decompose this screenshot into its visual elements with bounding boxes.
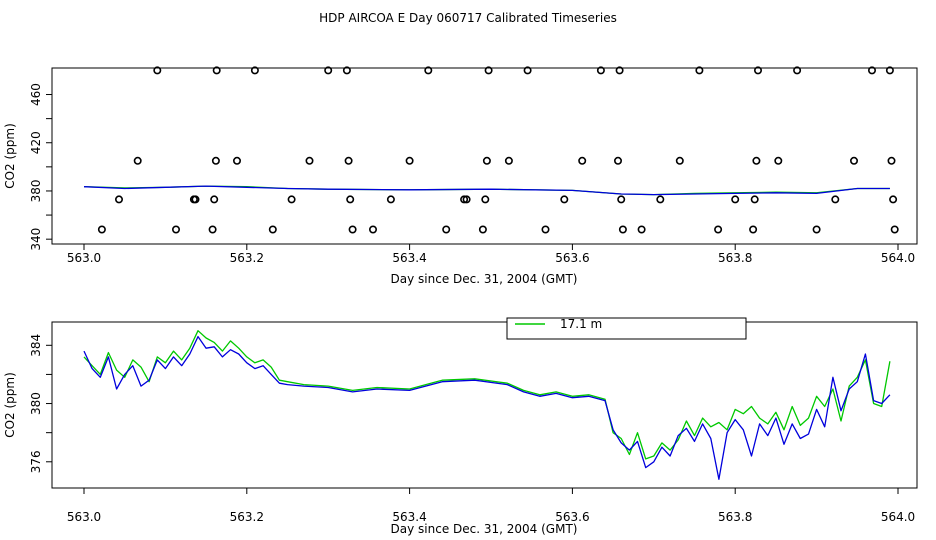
data-point — [890, 225, 899, 234]
x-tick-label: 563.0 — [67, 251, 101, 265]
panel-bottom: 563.0 563.2 563.4 563.6 563.8 564.0 376 380 384… — [3, 317, 918, 536]
series-line-1 — [83, 185, 890, 196]
plot-frame-top — [51, 67, 918, 245]
data-point — [484, 66, 493, 75]
data-point — [344, 156, 353, 165]
data-point — [478, 225, 487, 234]
legend-label: 17.1 m — [560, 317, 602, 331]
data-point — [482, 156, 491, 165]
data-point — [774, 156, 783, 165]
data-point — [208, 225, 217, 234]
data-point — [613, 156, 622, 165]
data-point — [386, 195, 395, 204]
plot-frame-bottom — [51, 321, 918, 489]
data-point — [578, 156, 587, 165]
data-point — [348, 225, 357, 234]
xlabel-bottom: Day since Dec. 31, 2004 (GMT) — [391, 522, 578, 536]
data-point — [849, 156, 858, 165]
data-point — [867, 66, 876, 75]
data-point — [210, 195, 219, 204]
x-tick-label: 563.4 — [392, 251, 426, 265]
x-tick-label: 563.8 — [718, 510, 752, 524]
x-tick-label: 563.0 — [67, 510, 101, 524]
data-point — [753, 66, 762, 75]
x-tick-label: 563.6 — [555, 510, 589, 524]
ylabel-bottom: CO2 (ppm) — [3, 372, 17, 438]
data-point — [637, 225, 646, 234]
data-point — [211, 156, 220, 165]
page-title: HDP AIRCOA E Day 060717 Calibrated Times… — [319, 11, 617, 25]
data-point — [424, 66, 433, 75]
data-point — [442, 225, 451, 234]
data-point — [191, 195, 200, 204]
data-point — [714, 225, 723, 234]
x-tick-label: 563.2 — [230, 251, 264, 265]
series-line-0 — [83, 330, 891, 460]
x-tick-label: 563.2 — [230, 510, 264, 524]
data-point — [752, 156, 761, 165]
y-tick-label: 340 — [29, 228, 43, 251]
data-point — [618, 225, 627, 234]
data-point — [887, 156, 896, 165]
legend-box — [506, 317, 747, 340]
x-tick-label: 563.8 — [718, 251, 752, 265]
data-point — [368, 225, 377, 234]
data-point — [889, 195, 898, 204]
x-tick-label: 564.0 — [881, 510, 915, 524]
data-point — [462, 195, 471, 204]
y-tick-label: 460 — [29, 83, 43, 106]
xlabel-top: Day since Dec. 31, 2004 (GMT) — [391, 272, 578, 286]
data-point — [656, 195, 665, 204]
data-point — [695, 66, 704, 75]
data-point — [212, 66, 221, 75]
data-point — [233, 156, 242, 165]
data-point — [481, 195, 490, 204]
data-point — [97, 225, 106, 234]
legend: 17.1 m — [506, 317, 747, 340]
y-tick-label: 380 — [29, 180, 43, 203]
data-point — [172, 225, 181, 234]
panel-top: 563.0 563.2 563.4 563.6 563.8 564.0 340 380 420… — [3, 66, 918, 286]
data-point — [133, 156, 142, 165]
data-point — [153, 66, 162, 75]
data-point — [305, 156, 314, 165]
data-point — [812, 225, 821, 234]
data-point — [504, 156, 513, 165]
data-point — [523, 66, 532, 75]
data-point — [405, 156, 414, 165]
data-point — [675, 156, 684, 165]
data-point — [268, 225, 277, 234]
data-point — [560, 195, 569, 204]
data-point — [250, 66, 259, 75]
data-point — [793, 66, 802, 75]
y-tick-label: 384 — [29, 334, 43, 357]
ylabel-top: CO2 (ppm) — [3, 123, 17, 189]
data-point — [596, 66, 605, 75]
data-point — [831, 195, 840, 204]
y-tick-label: 376 — [29, 450, 43, 473]
data-point — [324, 66, 333, 75]
y-tick-label: 420 — [29, 131, 43, 154]
data-point — [541, 225, 550, 234]
x-tick-label: 564.0 — [881, 251, 915, 265]
data-point — [749, 225, 758, 234]
data-point — [342, 66, 351, 75]
y-tick-label: 380 — [29, 392, 43, 415]
data-point — [115, 195, 124, 204]
series-line-1 — [83, 335, 891, 480]
data-point — [750, 195, 759, 204]
data-point — [346, 195, 355, 204]
data-point — [287, 195, 296, 204]
data-point — [731, 195, 740, 204]
data-point — [617, 195, 626, 204]
data-point — [615, 66, 624, 75]
data-point — [460, 195, 469, 204]
x-tick-label: 563.6 — [555, 251, 589, 265]
x-tick-label: 563.4 — [392, 510, 426, 524]
data-point — [885, 66, 894, 75]
